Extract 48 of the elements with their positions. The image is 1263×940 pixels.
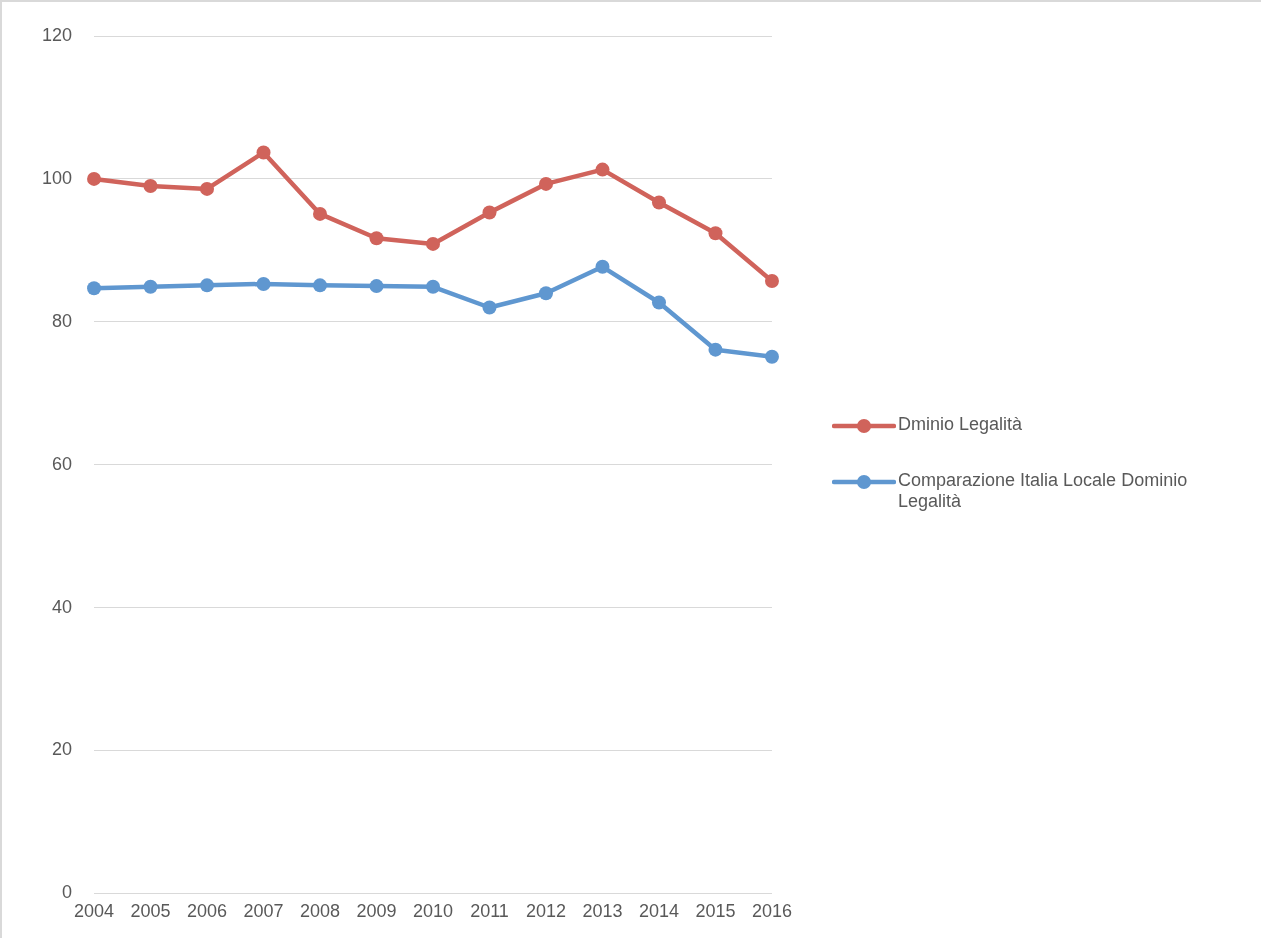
x-tick-label: 2013 (582, 901, 623, 922)
point (595, 259, 610, 274)
point (539, 286, 553, 301)
point (708, 342, 723, 357)
point (539, 176, 553, 191)
y-tick-label: 100 (41, 167, 73, 188)
x-tick-label: 2014 (638, 901, 680, 922)
y-tick-label: 0 (62, 882, 73, 903)
point (87, 281, 102, 296)
point (200, 181, 215, 196)
point (256, 276, 271, 291)
legend-label: Comparazione Italia Locale Dominio Legalità (898, 470, 1189, 512)
x-tick-label: 2011 (470, 901, 509, 922)
x-tick-label: 2005 (130, 901, 171, 922)
x-tick-label: 2006 (187, 901, 228, 922)
point (369, 279, 384, 294)
point (482, 205, 497, 220)
y-tick-label: 80 (52, 310, 73, 331)
x-tick-label: 2009 (356, 901, 397, 922)
point (200, 278, 215, 293)
point (764, 349, 779, 364)
point (369, 231, 384, 246)
point (87, 171, 102, 186)
y-tick-label: 20 (52, 739, 73, 760)
y-tick-label: 60 (52, 453, 73, 474)
point (313, 278, 328, 293)
point (426, 236, 441, 251)
point (426, 279, 441, 294)
point (651, 195, 666, 210)
point (313, 206, 328, 221)
point (143, 279, 158, 294)
x-tick-label: 2012 (525, 901, 567, 922)
point (256, 145, 271, 160)
x-tick-label: 2015 (695, 901, 736, 922)
point (482, 300, 497, 315)
x-tick-label: 2016 (751, 901, 792, 922)
point (764, 274, 779, 289)
y-tick-label: 40 (52, 596, 73, 617)
y-tick-label: 120 (41, 24, 73, 45)
x-tick-label: 2008 (299, 901, 341, 922)
x-tick-label: 2004 (74, 901, 115, 922)
point (651, 295, 666, 310)
point (708, 226, 723, 241)
x-tick-label: 2010 (412, 901, 454, 922)
point (595, 162, 610, 177)
x-tick-label: 2007 (243, 901, 284, 922)
point (143, 179, 158, 194)
legend-label: Dminio Legalità (898, 414, 1023, 435)
